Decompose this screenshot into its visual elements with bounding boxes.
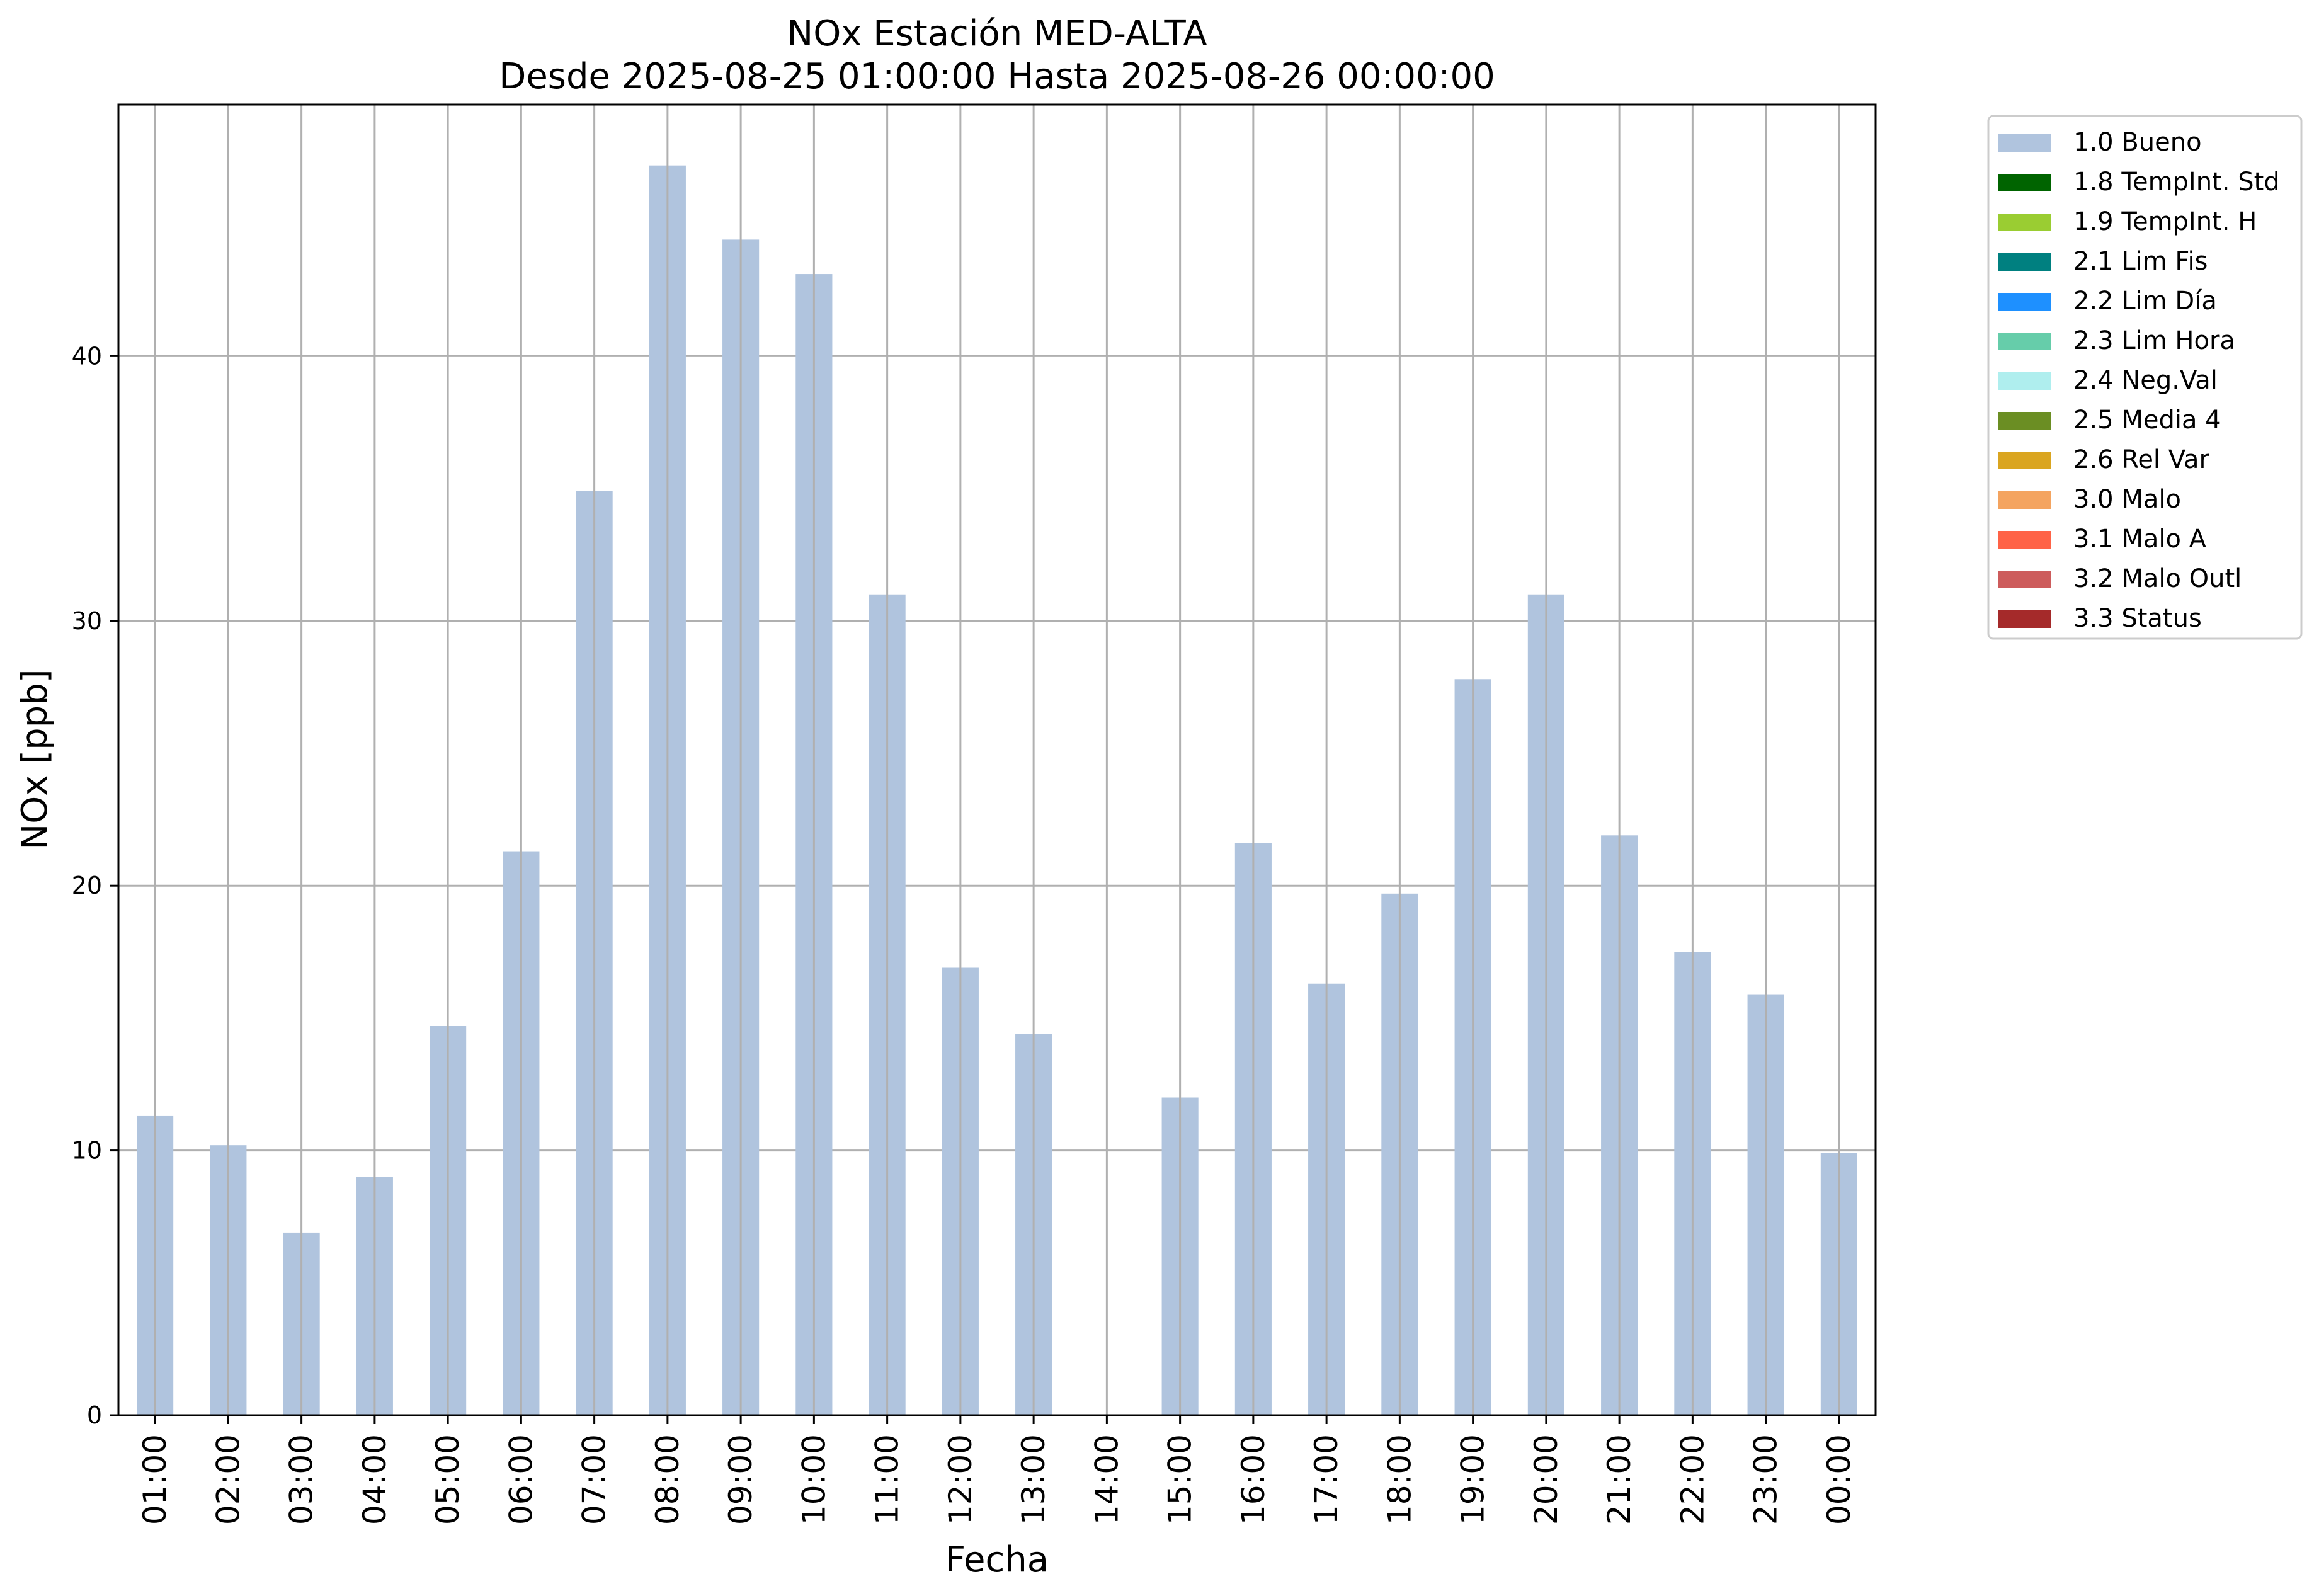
x-tick-label: 11:00 <box>869 1434 906 1525</box>
y-axis-label: NOx [ppb] <box>14 669 55 850</box>
x-tick-label: 01:00 <box>137 1434 173 1525</box>
x-tick-label: 18:00 <box>1381 1434 1418 1525</box>
bars <box>137 105 1857 1416</box>
plot-frame <box>117 103 1877 1416</box>
chart-subtitle: Desde 2025-08-25 01:00:00 Hasta 2025-08-… <box>499 56 1495 97</box>
legend-swatch <box>1998 293 2051 311</box>
x-tick-label: 23:00 <box>1748 1434 1784 1525</box>
legend-label: 2.6 Rel Var <box>2073 445 2210 474</box>
legend: 1.0 Bueno 1.8 TempInt. Std 1.9 TempInt. H 2… <box>1987 115 2303 640</box>
legend-swatch <box>1998 253 2051 271</box>
x-tick-label: 13:00 <box>1015 1434 1052 1525</box>
x-tick-label: 07:00 <box>576 1434 613 1525</box>
x-tick-label: 05:00 <box>430 1434 466 1525</box>
legend-swatch <box>1998 174 2051 191</box>
legend-label: 3.1 Malo A <box>2073 525 2207 554</box>
x-tick-label: 10:00 <box>795 1434 832 1525</box>
legend-label: 3.3 Status <box>2073 604 2202 633</box>
x-tick-label: 06:00 <box>503 1434 539 1525</box>
legend-swatch <box>1998 333 2051 350</box>
legend-label: 1.9 TempInt. H <box>2073 207 2257 236</box>
legend-label: 1.8 TempInt. Std <box>2073 168 2280 197</box>
legend-swatch <box>1998 531 2051 549</box>
legend-swatch <box>1998 372 2051 390</box>
legend-swatch <box>1998 214 2051 231</box>
x-tick-label: 20:00 <box>1528 1434 1564 1525</box>
legend-swatch <box>1998 452 2051 469</box>
x-axis-label: Fecha <box>945 1539 1049 1580</box>
legend-label: 1.0 Bueno <box>2073 128 2202 157</box>
x-tick-label: 03:00 <box>283 1434 320 1525</box>
x-tick-label: 15:00 <box>1162 1434 1199 1525</box>
x-tick-label: 14:00 <box>1088 1434 1125 1525</box>
x-tick-label: 04:00 <box>356 1434 393 1525</box>
x-tick-label: 21:00 <box>1601 1434 1638 1525</box>
x-tick-label: 02:00 <box>210 1434 246 1525</box>
x-tick-label: 22:00 <box>1674 1434 1711 1525</box>
y-tick-label: 0 <box>87 1401 102 1429</box>
legend-swatch <box>1998 571 2051 588</box>
legend-label: 2.1 Lim Fis <box>2073 247 2208 276</box>
legend-label: 2.4 Neg.Val <box>2073 366 2218 395</box>
y-tick-label: 40 <box>72 342 102 370</box>
x-tick-label: 09:00 <box>722 1434 759 1525</box>
legend-swatch <box>1998 491 2051 509</box>
legend-label: 3.2 Malo Outl <box>2073 564 2242 593</box>
legend-frame <box>1987 115 2303 640</box>
legend-label: 2.5 Media 4 <box>2073 406 2221 435</box>
x-tick-label: 16:00 <box>1235 1434 1272 1525</box>
x-tick-label: 12:00 <box>942 1434 979 1525</box>
y-tick-label: 20 <box>72 872 102 899</box>
x-tick-label: 17:00 <box>1308 1434 1345 1525</box>
legend-swatch <box>1998 412 2051 430</box>
x-tick-label: 19:00 <box>1455 1434 1491 1525</box>
legend-label: 2.3 Lim Hora <box>2073 326 2235 355</box>
y-tick-label: 10 <box>72 1137 102 1165</box>
legend-label: 2.2 Lim Día <box>2073 287 2217 316</box>
chart-title: NOx Estación MED-ALTA <box>787 13 1207 54</box>
legend-label: 3.0 Malo <box>2073 485 2181 514</box>
legend-swatch <box>1998 134 2051 152</box>
legend-swatch <box>1998 610 2051 628</box>
y-tick-label: 30 <box>72 607 102 635</box>
grid <box>118 355 1876 1152</box>
x-tick-label: 08:00 <box>649 1434 686 1525</box>
x-tick-label: 00:00 <box>1821 1434 1857 1525</box>
ticks: 0 10 20 30 40 01:00 02:00 03:00 04:00 05:00 06:00 0… <box>72 342 1857 1525</box>
